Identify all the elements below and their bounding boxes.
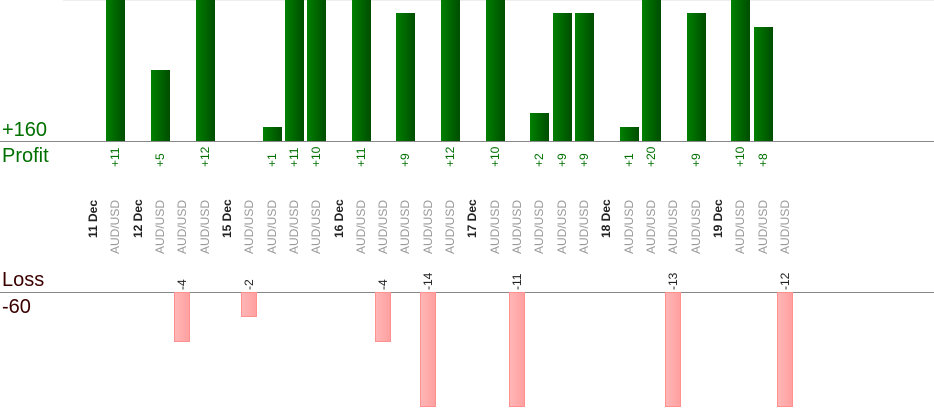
profit-bar (150, 70, 170, 141)
profit-bar (195, 0, 215, 141)
profit-value-label: +1 (264, 153, 279, 167)
loss-baseline (0, 292, 934, 293)
pair-label: AUD/USD (376, 199, 391, 254)
profit-bar (530, 112, 550, 141)
profit-bar (262, 126, 282, 141)
loss-bar (174, 292, 191, 342)
profit-bar (441, 0, 461, 141)
pair-label: AUD/USD (755, 199, 770, 254)
pair-label: AUD/USD (152, 199, 167, 254)
pair-label: AUD/USD (264, 199, 279, 254)
profit-value-label: +11 (108, 147, 123, 167)
profit-value-label: +1 (621, 153, 636, 167)
profit-bar (731, 0, 751, 141)
pair-label: AUD/USD (353, 199, 368, 254)
profit-bar (552, 13, 572, 141)
profit-bar (642, 0, 661, 141)
loss-value-label: -4 (376, 279, 391, 290)
profit-value-label: +20 (644, 146, 658, 167)
pair-label: AUD/USD (688, 199, 703, 254)
pair-label: AUD/USD (644, 199, 658, 254)
loss-label: Loss (2, 269, 45, 291)
pair-label: AUD/USD (532, 199, 547, 254)
pair-label: AUD/USD (242, 199, 257, 254)
profit-value-label: +9 (577, 153, 592, 167)
date-label: 18 Dec (599, 199, 614, 238)
pair-label: AUD/USD (777, 199, 792, 254)
profit-value-label: +12 (197, 146, 212, 167)
profit-bar (106, 0, 126, 141)
profit-value-label: +11 (286, 147, 301, 167)
loss-max-label: -60 (2, 296, 31, 318)
profit-value-label: +9 (398, 153, 413, 167)
date-label: 16 Dec (331, 199, 346, 238)
profit-bar (307, 0, 327, 141)
pair-label: AUD/USD (108, 199, 123, 254)
pair-label: AUD/USD (286, 199, 301, 254)
pair-label: AUD/USD (398, 199, 413, 254)
loss-value-label: -11 (510, 273, 525, 290)
pair-label: AUD/USD (733, 199, 748, 254)
loss-value-label: -4 (175, 279, 190, 290)
profit-bar (396, 13, 416, 141)
loss-bar (419, 292, 436, 407)
pair-label: AUD/USD (621, 199, 636, 254)
date-label: 19 Dec (710, 199, 725, 238)
date-label: 15 Dec (219, 199, 234, 238)
profit-label: Profit (2, 145, 49, 167)
loss-bar (665, 292, 682, 407)
profit-value-label: +8 (755, 153, 770, 167)
pair-label: AUD/USD (487, 199, 502, 254)
profit-bar (575, 13, 595, 141)
profit-value-label: +11 (353, 147, 368, 167)
profit-max-label: +160 (2, 119, 48, 141)
date-label: 11 Dec (86, 199, 100, 238)
pair-label: AUD/USD (175, 199, 190, 254)
profit-bar (686, 13, 706, 141)
profit-value-label: +10 (487, 146, 502, 167)
loss-value-label: -12 (777, 272, 792, 290)
pair-label: AUD/USD (554, 199, 569, 254)
pair-label: AUD/USD (666, 199, 681, 254)
pair-label: AUD/USD (577, 199, 592, 254)
profit-value-label: +2 (532, 153, 547, 167)
loss-value-label: -2 (242, 279, 257, 290)
profit-bar (284, 0, 304, 141)
loss-value-label: -13 (666, 272, 681, 290)
loss-bar (375, 292, 392, 342)
date-label: 17 Dec (465, 199, 480, 238)
profit-value-label: +10 (309, 146, 324, 167)
pair-label: AUD/USD (309, 199, 324, 254)
profit-value-label: +10 (733, 146, 748, 167)
loss-value-label: -14 (420, 272, 435, 290)
profit-bar (619, 126, 639, 141)
profit-bar (485, 0, 505, 141)
profit-value-label: +9 (554, 153, 569, 167)
pair-label: AUD/USD (420, 199, 435, 254)
loss-bar (776, 292, 793, 407)
loss-bar (241, 292, 258, 317)
profit-bar (351, 0, 371, 141)
date-label: 12 Dec (130, 199, 145, 238)
profit-value-label: +5 (152, 153, 167, 167)
profit-value-label: +9 (688, 153, 703, 167)
pair-label: AUD/USD (443, 199, 458, 254)
profit-baseline (0, 141, 934, 142)
profit-value-label: +12 (443, 146, 458, 167)
profit-bar (753, 27, 773, 141)
pair-label: AUD/USD (197, 199, 212, 254)
pair-label: AUD/USD (510, 199, 525, 254)
loss-bar (509, 292, 526, 407)
